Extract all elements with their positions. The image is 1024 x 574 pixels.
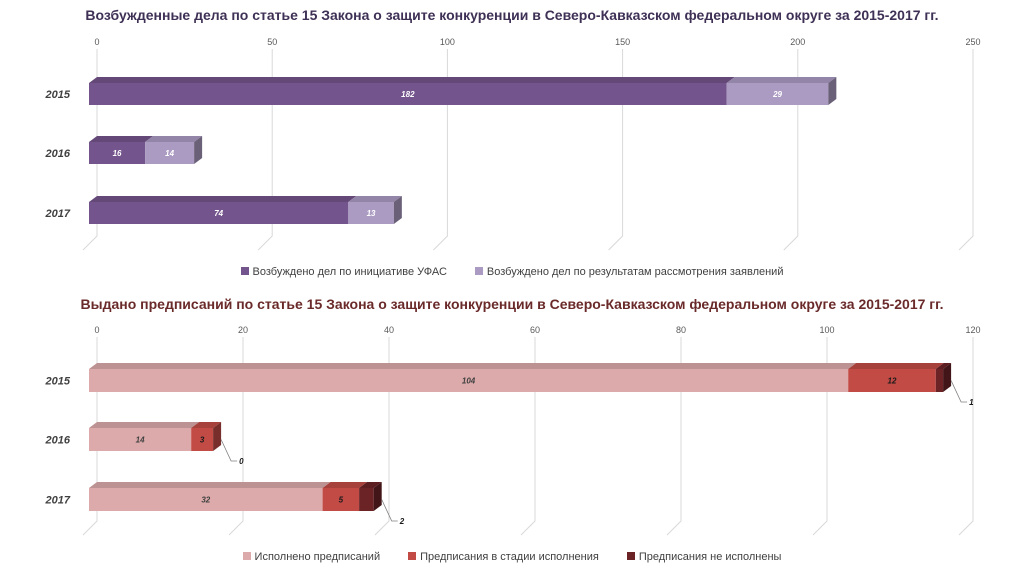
chart-1-data-label: 16 bbox=[113, 149, 122, 158]
legend-item: Возбуждено дел по инициативе УФАС bbox=[240, 266, 447, 278]
chart-1-bar-segment: 182 bbox=[89, 77, 735, 105]
chart-1-category-label: 2015 bbox=[45, 89, 71, 101]
chart-2-data-label: 2 bbox=[399, 517, 405, 526]
chart-2-gridline bbox=[812, 337, 828, 536]
chart-1-gridline bbox=[82, 49, 98, 251]
chart-2-tick-label: 80 bbox=[676, 325, 686, 335]
chart-2-tick-label: 40 bbox=[384, 325, 394, 335]
chart-1-gridline bbox=[608, 49, 624, 251]
chart-2-category-label: 2015 bbox=[45, 376, 71, 388]
chart-2-data-label: 0 bbox=[239, 457, 244, 466]
legend-label: Возбуждено дел по результатам рассмотрен… bbox=[486, 266, 784, 278]
chart-1-legend: Возбуждено дел по инициативе УФАС Возбужд… bbox=[0, 266, 1024, 278]
chart-2-category-label: 2017 bbox=[45, 495, 71, 507]
chart-1-category-label: 2017 bbox=[45, 208, 71, 220]
chart-2-data-label: 3 bbox=[200, 436, 205, 445]
chart-2-gridline bbox=[374, 337, 390, 536]
chart-1-bar-segment: 74 bbox=[89, 196, 357, 224]
chart-2-gridline bbox=[82, 337, 98, 536]
chart-2-tick-label: 100 bbox=[819, 325, 834, 335]
chart-2-bar-segment: 0 bbox=[220, 439, 244, 466]
chart-2-tick-label: 120 bbox=[965, 325, 980, 335]
chart-1-title: Возбужденные дела по статье 15 Закона о … bbox=[85, 7, 939, 23]
chart-1-data-label: 29 bbox=[772, 90, 782, 99]
chart-1-tick-label: 100 bbox=[440, 37, 455, 47]
chart-2-legend: Исполнено предписаний Предписания в стади… bbox=[0, 551, 1024, 563]
chart-2-bar-segment: 2 bbox=[359, 482, 405, 526]
chart-1-tick-label: 150 bbox=[615, 37, 630, 47]
chart-1-gridline bbox=[257, 49, 273, 251]
chart-2-category-label: 2016 bbox=[45, 435, 71, 447]
chart-1-data-label: 182 bbox=[401, 90, 415, 99]
legend-swatch bbox=[474, 267, 483, 275]
chart-2-bar-segment: 32 bbox=[89, 482, 331, 511]
chart-2-bar-segment: 3 bbox=[191, 422, 222, 451]
chart-1-bar-segment: 13 bbox=[348, 196, 402, 224]
chart-2-data-label: 32 bbox=[201, 496, 210, 505]
chart-1-tick-label: 250 bbox=[965, 37, 980, 47]
chart-2-gridline bbox=[228, 337, 244, 536]
chart-2-data-label: 14 bbox=[136, 436, 145, 445]
chart-1-data-label: 74 bbox=[214, 209, 223, 218]
legend-swatch bbox=[626, 552, 635, 560]
chart-1-bar-segment: 16 bbox=[89, 136, 154, 164]
chart-2-bar-segment: 104 bbox=[89, 363, 857, 392]
chart-2-data-label: 5 bbox=[339, 496, 344, 505]
chart-2-tick-label: 0 bbox=[94, 325, 99, 335]
chart-2-gridline bbox=[520, 337, 536, 536]
chart-1-bar-segment: 14 bbox=[145, 136, 203, 164]
legend-swatch bbox=[240, 267, 249, 275]
chart-2-tick-label: 20 bbox=[238, 325, 248, 335]
chart-2-bar-segment: 12 bbox=[848, 363, 944, 392]
legend-swatch bbox=[242, 552, 251, 560]
chart-1-tick-label: 200 bbox=[790, 37, 805, 47]
legend-label: Предписания не исполнены bbox=[638, 551, 782, 563]
chart-2-data-label: 12 bbox=[888, 377, 897, 386]
chart-2-data-label: 104 bbox=[462, 377, 476, 386]
chart-1-bar-segment: 29 bbox=[726, 77, 837, 105]
chart-1-gridline bbox=[958, 49, 974, 251]
chart-2-title: Выдано предписаний по статье 15 Закона о… bbox=[80, 296, 944, 312]
chart-1-tick-label: 0 bbox=[94, 37, 99, 47]
chart-2-tick-label: 60 bbox=[530, 325, 540, 335]
chart-1-data-label: 13 bbox=[367, 209, 376, 218]
chart-2-data-label: 1 bbox=[969, 398, 974, 407]
legend-item: Предписания не исполнены bbox=[626, 551, 782, 563]
legend-item: Исполнено предписаний bbox=[242, 551, 381, 563]
legend-label: Исполнено предписаний bbox=[254, 551, 381, 563]
chart-2-gridline bbox=[958, 337, 974, 536]
legend-item: Предписания в стадии исполнения bbox=[408, 551, 599, 563]
legend-label: Возбуждено дел по инициативе УФАС bbox=[252, 266, 447, 278]
legend-swatch bbox=[408, 552, 417, 560]
legend-label: Предписания в стадии исполнения bbox=[420, 551, 599, 563]
legend-item: Возбуждено дел по результатам рассмотрен… bbox=[474, 266, 784, 278]
chart-2-bar-segment: 1 bbox=[935, 363, 974, 407]
chart-2-gridline bbox=[666, 337, 682, 536]
chart-1-data-label: 14 bbox=[165, 149, 174, 158]
chart-2-bar-segment: 5 bbox=[322, 482, 368, 511]
chart-2-bar-segment: 14 bbox=[89, 422, 200, 451]
chart-1-gridline bbox=[783, 49, 799, 251]
chart-1-gridline bbox=[433, 49, 448, 251]
chart-1-tick-label: 50 bbox=[267, 37, 277, 47]
chart-1-category-label: 2016 bbox=[45, 148, 71, 160]
